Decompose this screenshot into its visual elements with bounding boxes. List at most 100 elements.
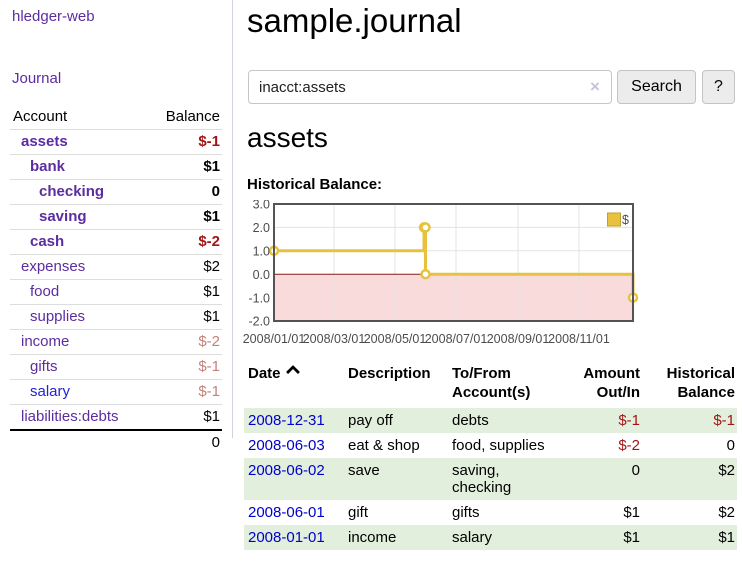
svg-text:2008/05/01: 2008/05/01 — [364, 332, 427, 346]
transaction-date-link[interactable]: 2008-06-03 — [248, 437, 325, 454]
date-column-header[interactable]: Date — [244, 362, 344, 408]
account-row-supplies: supplies $1 — [10, 304, 222, 330]
account-link-expenses[interactable]: expenses — [21, 258, 86, 275]
svg-text:2008/01/01: 2008/01/01 — [243, 332, 306, 346]
account-row-food: food $1 — [10, 279, 222, 305]
legend-label: $ — [622, 213, 629, 227]
account-link-food[interactable]: food — [30, 283, 60, 300]
account-link-checking[interactable]: checking — [39, 183, 105, 200]
tofrom-column-header: To/From Account(s) — [452, 365, 531, 401]
transaction-description: save — [348, 462, 380, 479]
accounts-table-header: Account Balance — [10, 105, 222, 130]
account-link-gifts[interactable]: gifts — [30, 358, 58, 375]
account-row-checking: checking 0 — [10, 179, 222, 205]
chart-data-markers — [268, 222, 639, 303]
account-link-cash[interactable]: cash — [30, 233, 65, 250]
account-balance: $1 — [147, 279, 222, 305]
accounts-table: Account Balance assets $-1 bank $1 check… — [10, 105, 222, 455]
svg-text:3.0: 3.0 — [253, 200, 270, 212]
help-button[interactable]: ? — [702, 70, 735, 104]
register-header-row: Date Description To/From Account(s) Amou… — [244, 362, 737, 408]
transaction-balance: $-1 — [713, 412, 735, 429]
account-row-expenses: expenses $2 — [10, 254, 222, 280]
x-axis-labels: 2008/01/01 2008/03/01 2008/05/01 2008/07… — [243, 332, 610, 346]
account-balance: $-1 — [147, 379, 222, 405]
account-balance: $-2 — [147, 329, 222, 355]
transaction-accounts: saving, checking — [452, 462, 512, 496]
transaction-balance: $1 — [718, 529, 735, 546]
transaction-amount: $1 — [623, 529, 640, 546]
svg-text:2008/03/01: 2008/03/01 — [303, 332, 366, 346]
transaction-accounts: debts — [452, 412, 489, 429]
account-balance: 0 — [147, 179, 222, 205]
description-column-header: Description — [348, 365, 431, 382]
account-row-cash: cash $-2 — [10, 229, 222, 255]
account-column-header: Account — [13, 108, 68, 125]
account-balance: $1 — [147, 204, 222, 230]
sidebar: hledger-web Journal Account Balance asse… — [0, 0, 233, 455]
transaction-date-link[interactable]: 2008-01-01 — [248, 529, 325, 546]
chart-border — [273, 203, 634, 322]
account-link-salary[interactable]: salary — [30, 383, 71, 400]
amount-column-header: Amount Out/In — [583, 365, 640, 401]
legend-swatch — [607, 212, 621, 227]
transaction-balance: $2 — [718, 504, 735, 521]
register-row: 2008-06-03 eat & shop food, supplies $-2… — [244, 433, 737, 458]
transaction-date-link[interactable]: 2008-06-02 — [248, 462, 325, 479]
search-button[interactable]: Search — [617, 70, 696, 104]
account-row-liabilities-debts: liabilities:debts $1 — [10, 404, 222, 430]
account-row-gifts: gifts $-1 — [10, 354, 222, 380]
register-row: 2008-06-02 save saving, checking 0 $2 — [244, 458, 737, 500]
register-row: 2008-06-01 gift gifts $1 $2 — [244, 500, 737, 525]
accounts-total-row: 0 — [10, 429, 222, 455]
transaction-amount: 0 — [631, 462, 640, 479]
accounts-total-value: 0 — [147, 429, 222, 455]
account-balance: $-2 — [147, 229, 222, 255]
historical-balance-chart: $ 3.0 2.0 1.0 0.0 -1.0 -2.0 2008/01/01 2… — [240, 198, 742, 352]
account-balance: $-1 — [147, 129, 222, 155]
balance-column-header: Balance — [165, 108, 220, 125]
account-link-liabilities-debts[interactable]: liabilities:debts — [21, 408, 119, 425]
account-balance: $2 — [147, 254, 222, 280]
transaction-description: eat & shop — [348, 437, 420, 454]
transaction-amount: $1 — [623, 504, 640, 521]
historical-balance-label: Historical Balance: — [247, 176, 383, 193]
account-row-salary: salary $-1 — [10, 379, 222, 405]
svg-text:2008/09/01: 2008/09/01 — [487, 332, 550, 346]
sort-ascending-icon — [285, 364, 300, 380]
svg-text:-1.0: -1.0 — [248, 292, 270, 306]
account-link-saving[interactable]: saving — [39, 208, 87, 225]
page-title: sample.journal — [247, 2, 462, 39]
account-row-income: income $-2 — [10, 329, 222, 355]
transaction-amount: $-1 — [618, 412, 640, 429]
account-link-assets[interactable]: assets — [21, 133, 68, 150]
transaction-date-link[interactable]: 2008-06-01 — [248, 504, 325, 521]
search-input[interactable] — [248, 70, 612, 104]
account-link-bank[interactable]: bank — [30, 158, 66, 175]
account-balance: $1 — [147, 304, 222, 330]
transaction-amount: $-2 — [618, 437, 640, 454]
register-row: 2008-12-31 pay off debts $-1 $-1 — [244, 408, 737, 433]
transaction-accounts: gifts — [452, 504, 480, 521]
account-row-assets: assets $-1 — [10, 129, 222, 155]
svg-text:2008/11/01: 2008/11/01 — [548, 332, 610, 346]
app-title-link[interactable]: hledger-web — [12, 8, 95, 25]
transaction-accounts: food, supplies — [452, 437, 545, 454]
account-balance: $1 — [147, 154, 222, 180]
balance-column-header: Historical Balance — [666, 365, 735, 401]
register-row: 2008-01-01 income salary $1 $1 — [244, 525, 737, 550]
account-link-income[interactable]: income — [21, 333, 70, 350]
transaction-date-link[interactable]: 2008-12-31 — [248, 412, 325, 429]
svg-text:-2.0: -2.0 — [248, 315, 270, 329]
register-table: Date Description To/From Account(s) Amou… — [244, 362, 737, 550]
transaction-description: gift — [348, 504, 369, 521]
y-axis-labels: 3.0 2.0 1.0 0.0 -1.0 -2.0 — [248, 198, 270, 329]
transaction-balance: 0 — [726, 437, 735, 454]
clear-search-icon[interactable]: × — [590, 77, 600, 96]
account-balance: $-1 — [147, 354, 222, 380]
account-balance: $1 — [147, 404, 222, 430]
transaction-description: pay off — [348, 412, 393, 429]
svg-text:1.0: 1.0 — [253, 245, 270, 259]
sidebar-item-journal[interactable]: Journal — [12, 70, 62, 87]
account-link-supplies[interactable]: supplies — [30, 308, 86, 325]
